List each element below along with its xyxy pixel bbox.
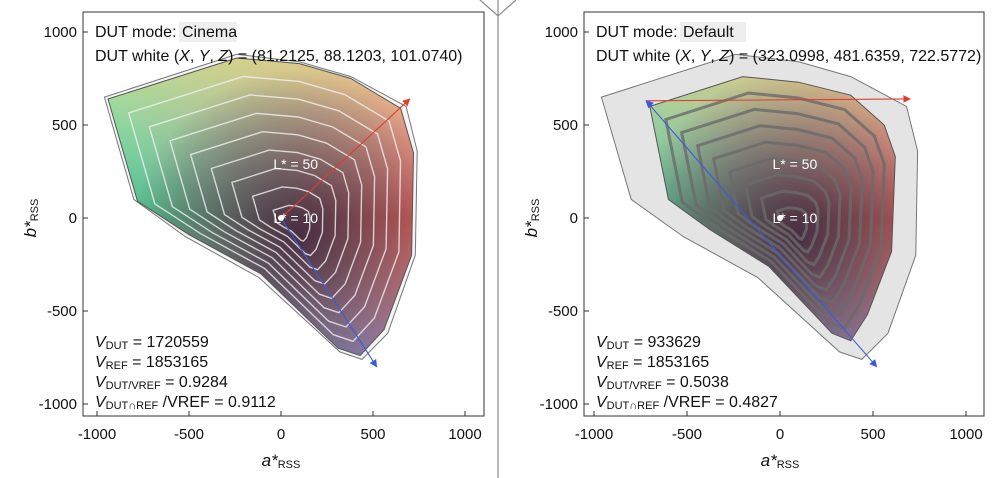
- y-axis-label: b*RSS: [522, 199, 542, 238]
- red-axis-arrow: [646, 95, 911, 103]
- dut-white-values: (323.0998, 481.6359, 722.5772): [753, 48, 982, 65]
- dut-white-line: DUT white (X, Y, Z) = (81.2125, 88.1203,…: [95, 48, 462, 65]
- volume-stat: VDUT/VREF = 0.5038: [596, 374, 729, 392]
- y-axis-label: b*RSS: [21, 199, 41, 238]
- y-axis-label-sub: RSS: [530, 199, 542, 222]
- x-tick-label: 0: [277, 426, 285, 443]
- x-axis-label: a*RSS: [761, 451, 800, 471]
- lightness-label: L* = 10: [772, 210, 817, 226]
- x-tick-label: -1000: [78, 426, 116, 443]
- volume-stat: VDUT = 933629: [596, 334, 701, 352]
- volume-stat: VDUT∩REF /VREF = 0.9112: [95, 394, 276, 412]
- x-axis-label-sub: RSS: [777, 459, 800, 471]
- gamut-panel-cinema: L* = 50 L* = 10 -1000 -500 0 500 1000 1000 500 0 -…: [21, 11, 485, 471]
- lightness-contour: [695, 124, 864, 305]
- y-tick-label: 500: [52, 117, 77, 134]
- lightness-contour: [169, 112, 376, 314]
- y-tick-label: 0: [570, 210, 578, 227]
- dut-mode-value: Default: [683, 24, 734, 41]
- y-tick-label: 500: [553, 117, 578, 134]
- volume-stat: VREF = 1853165: [596, 354, 709, 372]
- lightness-label: L* = 50: [273, 156, 318, 172]
- y-tick-label: 1000: [545, 24, 578, 41]
- y-tick-label: -1000: [39, 396, 77, 413]
- lightness-contour: [711, 140, 853, 292]
- volume-stat: VDUT/VREF = 0.9284: [95, 374, 228, 392]
- blue-axis-arrow: [280, 217, 378, 368]
- red-axis-arrow: [280, 98, 411, 219]
- x-axis-label: a*RSS: [262, 451, 301, 471]
- lightness-contour: [127, 75, 402, 343]
- dut-mode-line: DUT mode:: [95, 24, 177, 41]
- blue-axis-arrow: [645, 100, 878, 368]
- y-tick-label: -500: [47, 303, 77, 320]
- y-axis-label-sub: RSS: [29, 199, 41, 222]
- lightness-contour: [210, 149, 350, 285]
- dut-gamut-outline: [107, 57, 415, 357]
- lightness-contour: [775, 206, 809, 242]
- x-tick-label: -500: [174, 426, 204, 443]
- x-tick-label: -500: [672, 426, 702, 443]
- x-tick-label: -1000: [575, 426, 613, 443]
- lightness-contour: [148, 94, 389, 328]
- lightness-contour: [727, 156, 842, 280]
- lightness-contour: [272, 204, 311, 242]
- x-tick-label: 500: [860, 426, 885, 443]
- lightness-contour: [189, 130, 363, 300]
- dut-white-var: Y: [700, 48, 712, 65]
- x-axis-label-sub: RSS: [278, 459, 301, 471]
- y-tick-label: -1000: [540, 396, 578, 413]
- volume-stat: VDUT = 1720559: [95, 334, 209, 352]
- y-tick-label: 1000: [44, 24, 77, 41]
- lightness-label: L* = 10: [273, 210, 318, 226]
- dut-mode-badge: [179, 22, 237, 42]
- y-tick-label: -500: [548, 303, 578, 320]
- volume-stat: VDUT∩REF /VREF = 0.4827: [596, 394, 778, 412]
- dut-white-values: (81.2125, 88.1203, 101.0740): [252, 48, 463, 65]
- dut-white-var: Y: [199, 48, 211, 65]
- origin-marker: [777, 215, 783, 221]
- dut-white-var: Z: [718, 48, 730, 65]
- dut-mode-badge: [680, 22, 747, 42]
- dut-white-var: X: [178, 48, 191, 65]
- lightness-label: L* = 50: [772, 156, 817, 172]
- lightness-contour: [251, 186, 324, 257]
- x-tick-label: 1000: [448, 426, 481, 443]
- dut-white-line: DUT white (X, Y, Z) = (323.0998, 481.635…: [596, 48, 981, 65]
- x-tick-label: 0: [776, 426, 784, 443]
- dut-mode-value: Cinema: [182, 24, 237, 41]
- dut-mode-line: DUT mode:: [596, 24, 678, 41]
- dut-white-var: Z: [217, 48, 229, 65]
- lightness-contour: [679, 107, 875, 318]
- lightness-contour: [231, 167, 337, 271]
- volume-stat: VREF = 1853165: [95, 354, 208, 372]
- dut-white-var: X: [679, 48, 692, 65]
- origin-marker: [278, 215, 284, 221]
- y-tick-label: 0: [69, 210, 77, 227]
- panel-divider-notch: [479, 0, 517, 17]
- dut-gamut-outline: [649, 76, 896, 342]
- lightness-contour: [743, 173, 831, 267]
- gamut-panel-default: L* = 50 L* = 10 -1000 -500 0 500 1000 1000 500 0 -…: [522, 11, 985, 471]
- x-tick-label: 500: [360, 426, 385, 443]
- x-tick-label: 1000: [949, 426, 982, 443]
- lightness-contour: [759, 189, 820, 254]
